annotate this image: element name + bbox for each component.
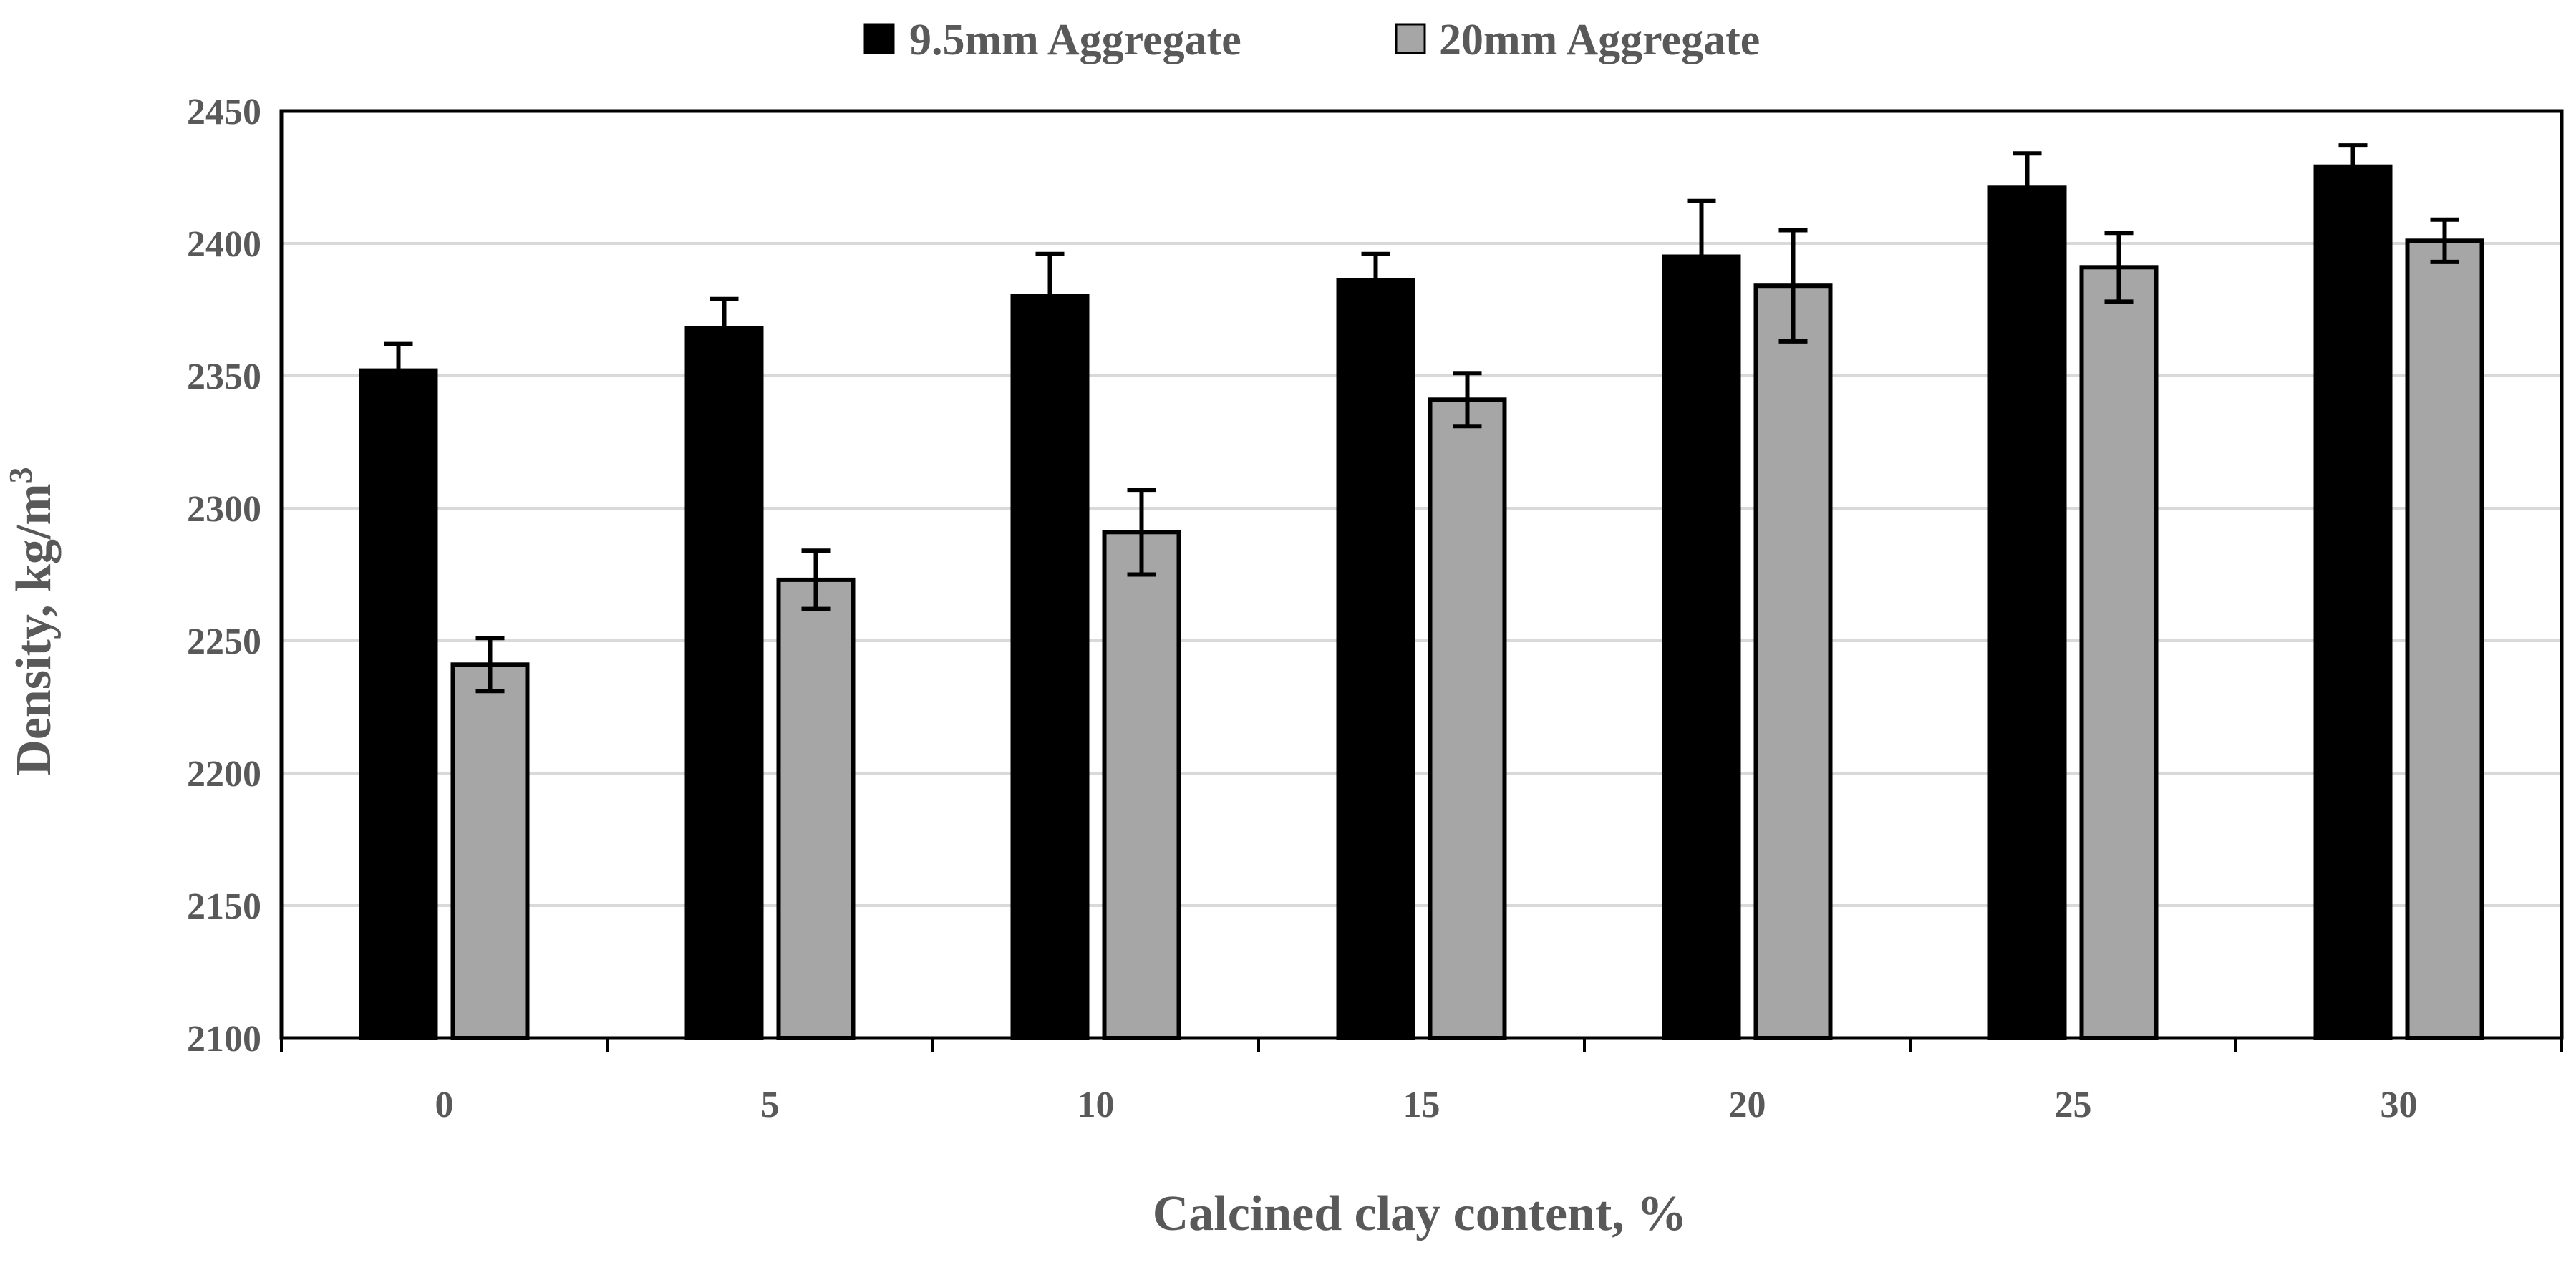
x-tick-label: 30 <box>2381 1085 2418 1125</box>
legend-label-20mm: 20mm Aggregate <box>1439 16 1760 64</box>
bar-s0-20 <box>1662 254 1741 1040</box>
bar-s0-10 <box>1010 294 1090 1040</box>
x-tick-label: 25 <box>2055 1085 2092 1125</box>
bar-s1-10 <box>1102 530 1181 1040</box>
y-tick-label: 2350 <box>187 357 261 397</box>
bar-s1-25 <box>2079 265 2159 1040</box>
x-tick-label: 15 <box>1403 1085 1440 1125</box>
legend-swatch-9-5mm <box>863 23 895 54</box>
legend-swatch-20mm <box>1395 23 1426 54</box>
y-axis-title: Density, kg/m3 <box>2 467 62 775</box>
legend: 9.5mm Aggregate 20mm Aggregate <box>863 16 1760 64</box>
x-axis-ticks: 0 5 10 15 20 25 30 <box>280 1038 2563 1125</box>
y-tick-label: 2400 <box>187 224 261 265</box>
bar-s0-30 <box>2313 164 2393 1041</box>
y-tick-label: 2200 <box>187 754 261 795</box>
bars <box>359 164 2484 1041</box>
bar-s1-5 <box>776 577 856 1040</box>
x-tick-label: 10 <box>1078 1085 1115 1125</box>
bar-s1-15 <box>1428 397 1507 1040</box>
bar-s1-0 <box>450 662 530 1040</box>
bar-s0-25 <box>1987 185 2067 1040</box>
y-axis-ticks: 2100 2150 2200 2250 2300 2350 2400 2450 <box>187 92 261 1060</box>
plot-frame <box>279 109 2564 1040</box>
gridlines <box>281 242 2562 907</box>
y-axis-title-superscript: 3 <box>2 467 39 483</box>
x-tick-label: 5 <box>761 1085 780 1125</box>
y-tick-label: 2250 <box>187 621 261 662</box>
y-axis-title-main: Density, kg/m <box>6 483 62 775</box>
y-tick-label: 2150 <box>187 886 261 927</box>
y-tick-label: 2300 <box>187 489 261 530</box>
bar-s0-5 <box>684 326 764 1040</box>
y-tick-label: 2450 <box>187 92 261 132</box>
bar-s1-30 <box>2405 238 2484 1040</box>
x-axis-title: Calcined clay content, % <box>1153 1186 1688 1241</box>
x-tick-label: 20 <box>1729 1085 1766 1125</box>
error-bars <box>384 143 2459 694</box>
y-tick-label: 2100 <box>187 1019 261 1060</box>
bar-s0-15 <box>1336 278 1415 1040</box>
bar-s1-20 <box>1753 283 1833 1041</box>
x-tick-label: 0 <box>435 1085 454 1125</box>
legend-label-9-5mm: 9.5mm Aggregate <box>909 16 1241 64</box>
bar-s0-0 <box>359 368 438 1040</box>
